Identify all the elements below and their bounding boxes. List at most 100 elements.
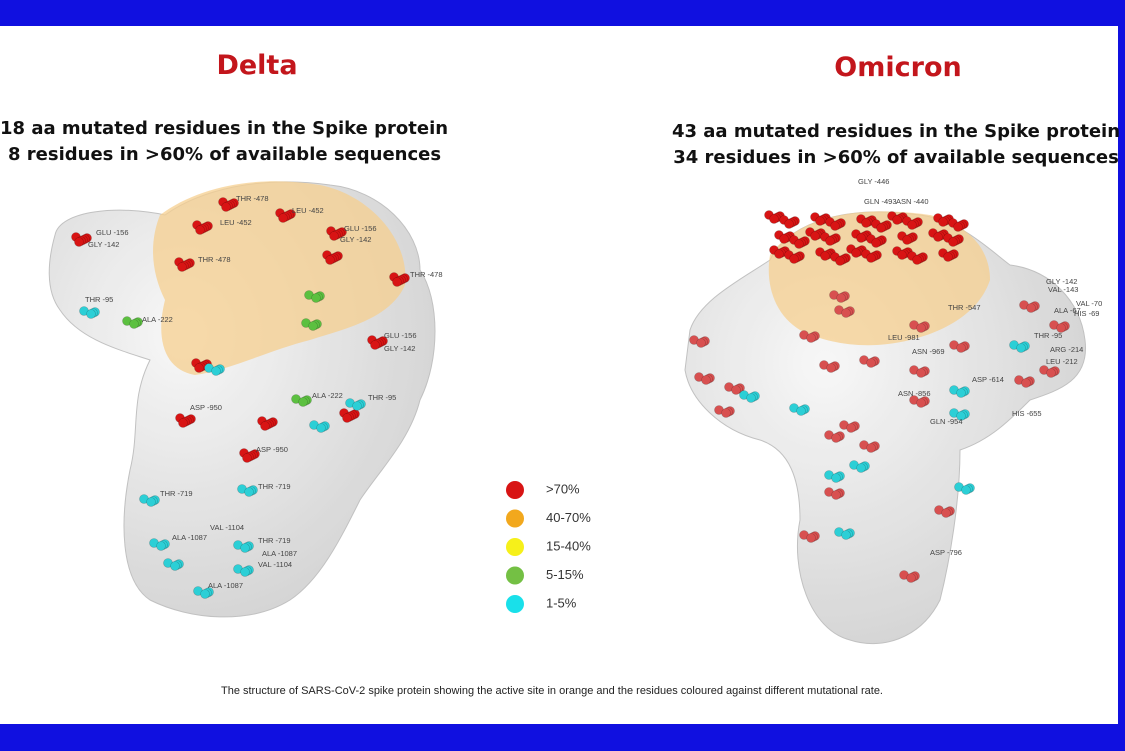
residue-sphere	[316, 423, 326, 433]
residue-sphere	[240, 543, 250, 553]
residue-spheres	[71, 197, 1070, 599]
residue-label: LEU -452	[292, 206, 324, 215]
legend-label: 5-15%	[546, 567, 584, 582]
residue-sphere	[835, 256, 845, 266]
residue-sphere	[826, 363, 836, 373]
residue-sphere	[861, 218, 871, 228]
delta-residue-labels: THR -478 LEU -452 LEU -452 GLU -156 GLY -142…	[85, 194, 443, 590]
residue-label: GLY -142	[384, 344, 415, 353]
residue-sphere	[892, 215, 902, 225]
legend-swatch	[506, 538, 524, 556]
residue-sphere	[956, 411, 966, 421]
residue-sphere	[789, 254, 799, 264]
residue-sphere	[200, 589, 210, 599]
residue-sphere	[221, 202, 231, 212]
residue-sphere	[194, 363, 204, 373]
residue-label: THR -719	[258, 482, 291, 491]
residue-sphere	[902, 235, 912, 245]
residue-label: ALA -1087	[172, 533, 207, 542]
residue-sphere	[298, 397, 308, 407]
residue-sphere	[836, 293, 846, 303]
residue-sphere	[846, 423, 856, 433]
residue-label: THR -95	[368, 393, 396, 402]
residue-sphere	[856, 233, 866, 243]
residue-sphere	[906, 573, 916, 583]
residue-sphere	[260, 421, 270, 431]
residue-label: VAL -143	[1048, 285, 1078, 294]
residue-sphere	[851, 248, 861, 258]
residue-label: THR -478	[236, 194, 269, 203]
legend-swatch	[506, 595, 524, 613]
panel-subtitle: 18 aa mutated residues in the Spike prot…	[0, 118, 448, 139]
residue-sphere	[1026, 303, 1036, 313]
residue-sphere	[211, 366, 221, 376]
residue-sphere	[746, 393, 756, 403]
residue-sphere	[806, 333, 816, 343]
residue-label: GLY -446	[858, 177, 889, 186]
residue-sphere	[244, 487, 254, 497]
residue-label: ALA -222	[142, 315, 173, 324]
residue-label: ALA -222	[312, 391, 343, 400]
residue-sphere	[1056, 323, 1066, 333]
residue-sphere	[948, 237, 958, 247]
residue-label: THR -95	[85, 295, 113, 304]
residue-sphere	[779, 234, 789, 244]
residue-label: ALA -67	[1054, 306, 1081, 315]
residue-sphere	[941, 508, 951, 518]
residue-label: ASN -969	[912, 347, 945, 356]
residue-sphere	[278, 213, 288, 223]
omicron-structure	[684, 211, 1087, 645]
residue-sphere	[831, 490, 841, 500]
residue-sphere	[329, 231, 339, 241]
residue-sphere	[841, 308, 851, 318]
residue-sphere	[74, 237, 84, 247]
residue-sphere	[831, 473, 841, 483]
residue-label: ASN -856	[898, 389, 931, 398]
residue-sphere	[916, 368, 926, 378]
residue-sphere	[177, 262, 187, 272]
residue-label: HIS -69	[1074, 309, 1099, 318]
residue-sphere	[342, 413, 352, 423]
residue-sphere	[1046, 368, 1056, 378]
residue-sphere	[815, 216, 825, 226]
residue-sphere	[806, 533, 816, 543]
residue-label: HIS -655	[1012, 409, 1042, 418]
residue-sphere	[156, 541, 166, 551]
residue-label: THR -719	[258, 536, 291, 545]
residue-label: ALA -1087	[262, 549, 297, 558]
residue-label: GLN -954	[930, 417, 963, 426]
residue-label: ARG -214	[1050, 345, 1083, 354]
residue-label: ASP -950	[256, 445, 288, 454]
residue-sphere	[731, 385, 741, 395]
residue-sphere	[240, 567, 250, 577]
residue-sphere	[876, 223, 886, 233]
legend-swatch	[506, 509, 524, 528]
residue-sphere	[907, 220, 917, 230]
legend-label: 1-5%	[546, 595, 577, 610]
residue-sphere	[325, 255, 335, 265]
legend-swatch	[506, 481, 524, 499]
residue-sphere	[701, 375, 711, 385]
residue-sphere	[916, 323, 926, 333]
residue-sphere	[841, 530, 851, 540]
residue-sphere	[810, 231, 820, 241]
legend-label: 15-40%	[546, 538, 591, 553]
residue-label: GLY -142	[88, 240, 119, 249]
residue-sphere	[794, 239, 804, 249]
residue-label: ALA -1087	[208, 581, 243, 590]
residue-sphere	[178, 418, 188, 428]
caption: The structure of SARS-CoV-2 spike protei…	[221, 685, 883, 697]
residue-label: GLY -142	[340, 235, 371, 244]
residue-label: GLU -156	[96, 228, 129, 237]
residue-label: THR -719	[160, 489, 193, 498]
panel-subtitle: 34 residues in >60% of available sequenc…	[673, 147, 1119, 168]
residue-label: THR -478	[198, 255, 231, 264]
residue-label: GLN -493	[864, 197, 897, 206]
residue-sphere	[953, 222, 963, 232]
residue-sphere	[352, 401, 362, 411]
residue-label: LEU -212	[1046, 357, 1078, 366]
residue-sphere	[370, 340, 380, 350]
residue-sphere	[86, 309, 96, 319]
